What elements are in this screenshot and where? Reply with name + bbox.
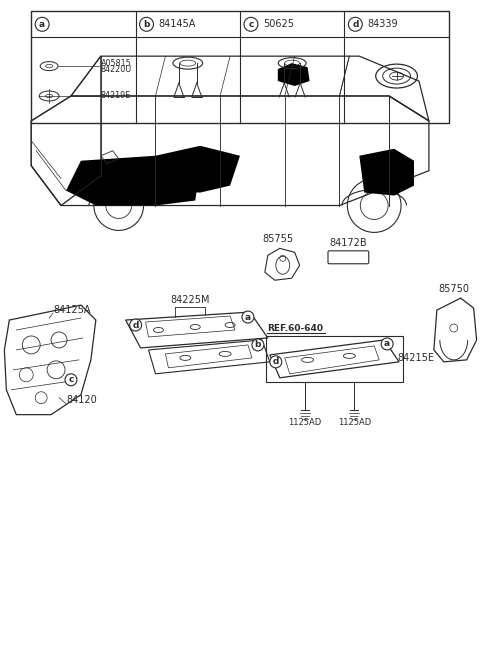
Text: a: a — [39, 20, 45, 29]
Circle shape — [35, 17, 49, 32]
Text: 84215E: 84215E — [397, 353, 434, 363]
Text: d: d — [273, 357, 279, 367]
Circle shape — [348, 17, 362, 32]
Circle shape — [242, 311, 254, 323]
Text: 84220U: 84220U — [101, 64, 132, 74]
Text: c: c — [68, 375, 73, 384]
Text: 84219E: 84219E — [101, 91, 131, 101]
Text: 84225M: 84225M — [170, 295, 210, 305]
Polygon shape — [360, 149, 414, 195]
Polygon shape — [156, 146, 240, 193]
Text: a: a — [384, 340, 390, 349]
Circle shape — [65, 374, 77, 386]
Text: REF.60-640: REF.60-640 — [267, 324, 323, 333]
Text: 1125AD: 1125AD — [288, 418, 321, 426]
Text: 84172B: 84172B — [330, 238, 367, 248]
Circle shape — [130, 319, 142, 331]
Text: 1125AD: 1125AD — [338, 418, 371, 426]
Text: A05815: A05815 — [101, 59, 132, 68]
Circle shape — [381, 338, 393, 350]
Text: 84339: 84339 — [367, 19, 398, 30]
Text: d: d — [352, 20, 359, 29]
Circle shape — [252, 339, 264, 351]
Text: c: c — [248, 20, 253, 29]
Circle shape — [140, 17, 154, 32]
Polygon shape — [66, 156, 200, 205]
Text: 50625: 50625 — [263, 19, 294, 30]
Text: 85755: 85755 — [262, 234, 293, 244]
Polygon shape — [278, 63, 310, 86]
Text: 84125A: 84125A — [53, 305, 91, 315]
Text: b: b — [255, 340, 261, 349]
Circle shape — [270, 356, 282, 368]
Text: 84120: 84120 — [66, 395, 97, 405]
Text: d: d — [132, 320, 139, 330]
Text: 85750: 85750 — [438, 284, 469, 294]
Text: a: a — [245, 313, 251, 322]
Circle shape — [244, 17, 258, 32]
Text: b: b — [144, 20, 150, 29]
Text: 84145A: 84145A — [158, 19, 196, 30]
